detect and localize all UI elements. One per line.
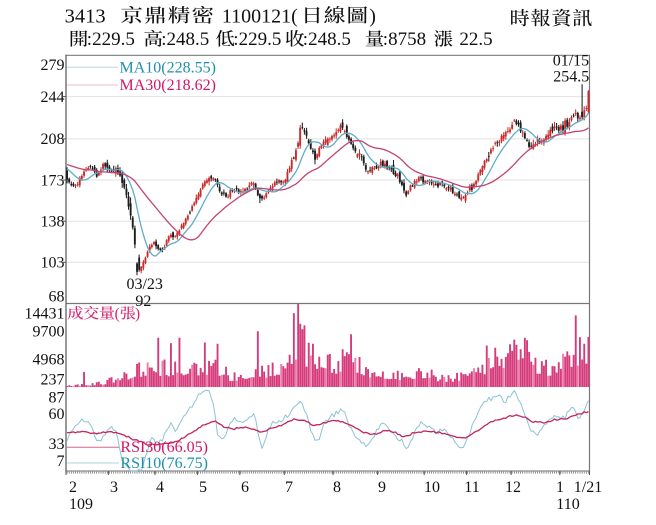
svg-text:5: 5 [199, 479, 207, 496]
svg-text:103: 103 [41, 255, 65, 272]
svg-text:68: 68 [49, 288, 65, 305]
svg-text:237: 237 [41, 371, 65, 388]
svg-text:87: 87 [49, 389, 65, 406]
svg-text:3413: 3413 [65, 5, 106, 27]
svg-text:MA30(218.62): MA30(218.62) [120, 77, 216, 94]
svg-text:MA10(228.55): MA10(228.55) [120, 59, 216, 76]
svg-text:10: 10 [424, 479, 440, 496]
svg-text:(: ( [115, 305, 120, 322]
svg-text::229.5: :229.5 [233, 29, 281, 50]
svg-text:7: 7 [285, 479, 293, 496]
svg-text:4968: 4968 [33, 352, 65, 369]
svg-text:208: 208 [41, 131, 65, 148]
svg-text:92: 92 [135, 293, 151, 310]
svg-text:173: 173 [41, 172, 65, 189]
svg-text::229.5: :229.5 [87, 29, 135, 50]
svg-text:6: 6 [241, 479, 249, 496]
svg-text:03/23: 03/23 [126, 276, 162, 293]
svg-text:RSI30(66.05): RSI30(66.05) [120, 439, 208, 456]
svg-text:7: 7 [57, 453, 65, 470]
svg-text::248.5: :248.5 [161, 29, 209, 50]
svg-text:8: 8 [333, 479, 341, 496]
svg-text:1: 1 [556, 479, 564, 496]
svg-text:1/21: 1/21 [574, 479, 602, 496]
svg-text:244: 244 [41, 89, 65, 106]
svg-text:109: 109 [69, 496, 93, 513]
svg-text:): ) [135, 305, 140, 322]
svg-text::248.5: :248.5 [303, 29, 351, 50]
svg-text:3: 3 [110, 479, 118, 496]
svg-text:9700: 9700 [33, 324, 65, 341]
svg-text:110: 110 [556, 496, 579, 513]
svg-text:14431: 14431 [25, 305, 65, 322]
svg-text:01/15: 01/15 [553, 53, 589, 70]
svg-text:138: 138 [41, 214, 65, 231]
svg-text:11: 11 [464, 479, 479, 496]
svg-text:279: 279 [41, 57, 65, 74]
svg-text:): ) [369, 5, 376, 27]
svg-text:9: 9 [378, 479, 386, 496]
svg-text:2: 2 [69, 479, 77, 496]
svg-text::8758: :8758 [383, 29, 426, 50]
svg-text:22.5: 22.5 [459, 29, 492, 50]
svg-text:1100121(: 1100121( [222, 5, 298, 27]
svg-text:12: 12 [505, 479, 521, 496]
svg-text:254.5: 254.5 [553, 68, 589, 85]
svg-text:RSI10(76.75): RSI10(76.75) [120, 455, 208, 472]
svg-text:60: 60 [49, 406, 65, 423]
svg-text:4: 4 [156, 479, 164, 496]
svg-text:33: 33 [49, 436, 65, 453]
